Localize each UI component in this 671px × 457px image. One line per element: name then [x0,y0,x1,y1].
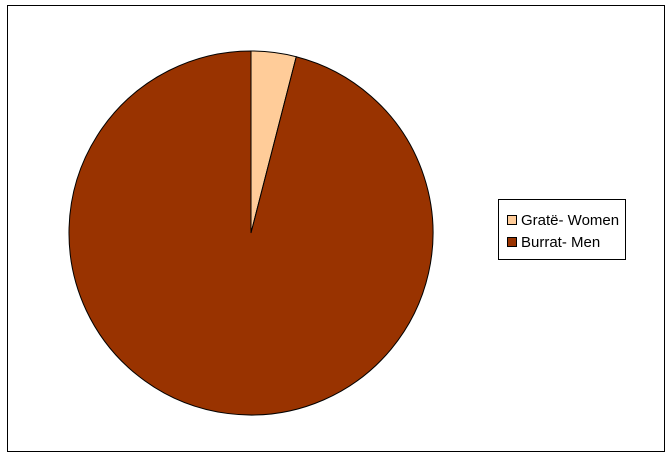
legend-label-men: Burrat- Men [521,233,601,251]
legend: Gratë- Women Burrat- Men [498,199,627,260]
chart-area: Gratë- Women Burrat- Men [7,5,665,452]
legend-item-men: Burrat- Men [507,231,619,253]
legend-swatch-women [507,215,517,225]
pie-chart [68,50,434,416]
pie-slice-men [68,50,434,416]
legend-label-women: Gratë- Women [521,211,620,229]
legend-item-women: Gratë- Women [507,209,619,231]
legend-swatch-men [507,237,517,247]
